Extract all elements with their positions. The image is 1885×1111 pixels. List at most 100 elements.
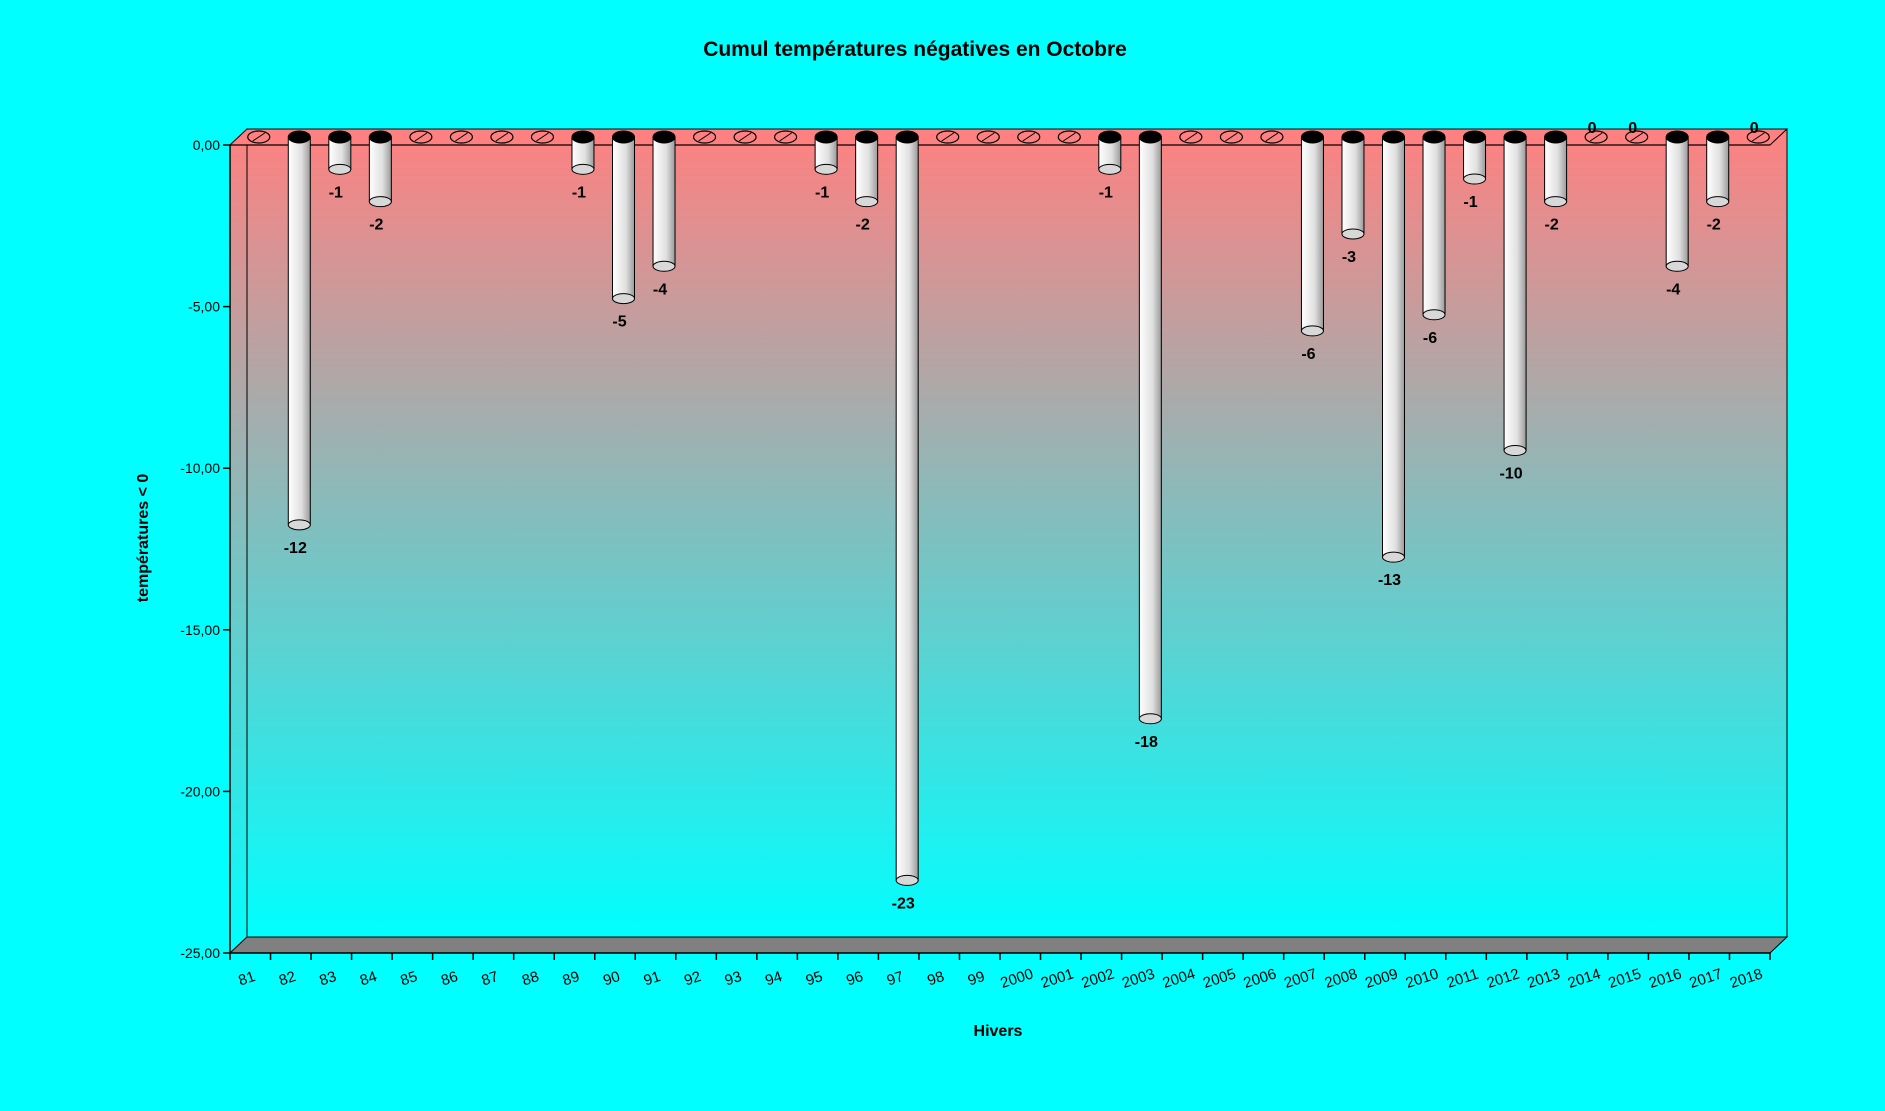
bar-bottom-cap [1098,163,1122,175]
bar [449,130,473,144]
bar [490,130,514,144]
bar [1098,130,1122,175]
bar-top-cap [652,130,676,144]
bar-body [1706,136,1730,203]
bar-body [287,136,311,526]
bar-bottom-cap [1665,260,1689,272]
bar-zero-mark [1184,132,1198,142]
x-tick-label: 2013 [1525,965,1562,991]
bar-body [652,136,676,267]
bar-body [1422,136,1446,316]
x-tick-label: 88 [520,968,541,989]
x-tick-label: 2010 [1404,965,1441,991]
bar [247,130,271,144]
bar-body [1382,136,1405,558]
x-tick-label: 2004 [1160,965,1197,991]
x-tick-label: 96 [844,968,865,989]
bar [1706,130,1730,208]
bar-bottom-cap [287,519,311,531]
bar-top-cap [1463,130,1487,144]
x-tick-label: 98 [925,968,946,989]
x-tick-label: 81 [236,968,257,989]
bar-zero-mark [1265,132,1279,142]
bar [976,130,1000,144]
bar [814,130,838,175]
bar [855,130,879,208]
x-tick-label: 2008 [1323,965,1360,991]
bar-zero-mark [1063,132,1076,142]
data-label: -13 [1378,572,1401,589]
bar-body [1665,136,1689,267]
x-tick-label: 97 [885,968,906,989]
bar-body [895,136,919,881]
bar-zero-mark [1589,132,1603,142]
bar [1625,130,1649,144]
data-label: -2 [1707,217,1721,234]
data-label: -1 [1099,184,1113,201]
bar [1017,130,1041,144]
x-tick-label: 90 [601,968,622,989]
data-label: -2 [369,217,383,234]
bar [1300,130,1324,337]
bar-bottom-cap [1341,228,1365,240]
bars [247,130,1770,886]
bar [692,130,717,144]
bar-zero-mark [414,132,428,142]
data-label: -2 [1544,217,1558,234]
bar-top-cap [1503,130,1527,144]
bar [1341,130,1365,240]
bar [774,130,798,144]
x-tick-label: 2015 [1606,965,1643,991]
x-tick-label: 84 [358,968,379,989]
bar-top-cap [287,130,311,144]
bar-zero-mark [1751,132,1765,142]
bar [368,130,392,208]
bar [652,130,676,272]
bar-bottom-cap [1382,551,1405,563]
data-label: -2 [856,217,870,234]
bar-body [1300,136,1324,332]
bar-zero-mark [941,132,954,142]
bar-bottom-cap [814,163,838,175]
x-tick-label: 92 [682,968,703,989]
bar [1746,130,1770,144]
bar-bottom-cap [612,293,635,305]
bar-bottom-cap [652,260,676,272]
data-label: -18 [1135,734,1158,751]
bar [1503,130,1527,457]
bar [1057,130,1081,144]
bar-bottom-cap [1463,173,1487,185]
x-tick-label: 83 [317,968,338,989]
bar-zero-mark [495,132,509,142]
bar-zero-mark [981,132,995,142]
data-label: 0 [1588,120,1597,137]
data-label: -4 [653,281,667,298]
bar-top-cap [895,130,919,144]
data-label: -5 [612,314,626,331]
bar-body [1341,136,1365,235]
bar-zero-mark [698,132,711,142]
back-wall [246,128,1788,938]
bar-top-cap [571,130,595,144]
bar-zero-mark [1630,132,1643,142]
bar-top-cap [1341,130,1365,144]
bar-body [1138,136,1162,720]
bar [1219,130,1243,144]
bar [1584,130,1608,144]
bar-bottom-cap [1300,325,1324,337]
y-tick-label: -10,00 [180,460,220,476]
bar-bottom-cap [1138,713,1162,725]
x-tick-label: 2014 [1566,965,1603,991]
bar-top-cap [368,130,392,144]
bar-body [855,136,879,203]
x-tick-label: 89 [561,968,582,989]
bar-top-cap [1300,130,1324,144]
bar [1138,130,1162,725]
bar-zero-mark [536,132,549,142]
bar [733,130,757,144]
bar-top-cap [1706,130,1730,144]
bar [1463,130,1487,185]
data-label: -1 [329,184,343,201]
bar-bottom-cap [1422,309,1446,321]
bar-bottom-cap [895,874,919,886]
